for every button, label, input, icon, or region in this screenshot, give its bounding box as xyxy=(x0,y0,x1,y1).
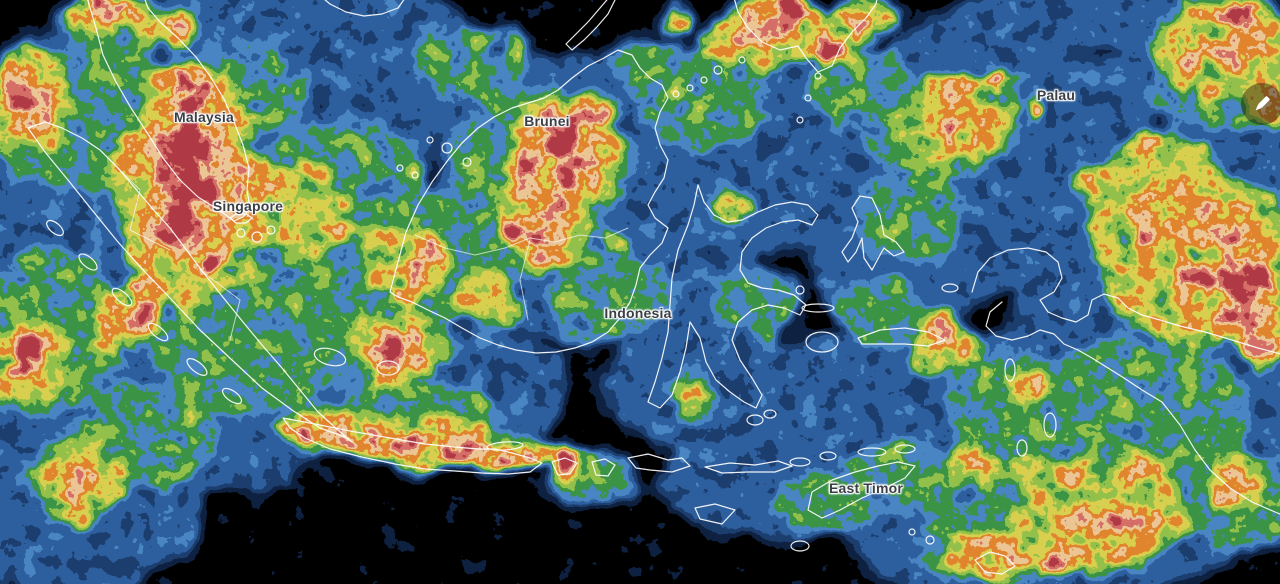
admin-borders xyxy=(99,149,629,341)
pencil-icon xyxy=(1255,96,1270,111)
annotate-button[interactable] xyxy=(1241,83,1280,125)
coastlines xyxy=(27,0,1280,575)
